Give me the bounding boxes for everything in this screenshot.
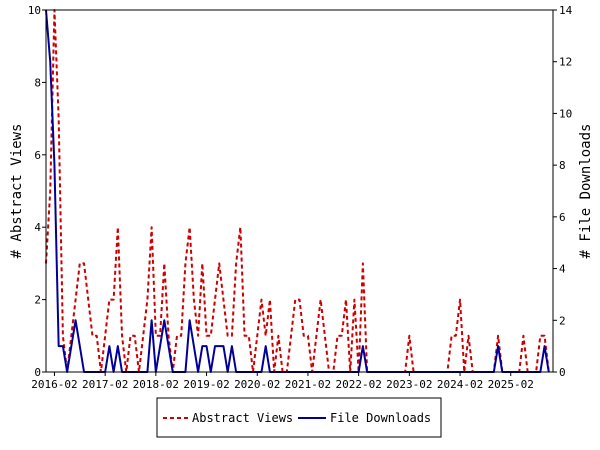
right-axis-tick-label: 2 <box>559 314 566 327</box>
x-axis-tick-label: 2020-02 <box>234 378 280 391</box>
x-axis-tick-label: 2017-02 <box>82 378 128 391</box>
right-axis-title: # File Downloads <box>578 124 594 259</box>
plot-marks <box>45 9 550 373</box>
left-axis-tick-label: 6 <box>34 149 41 162</box>
plot-frame <box>45 9 554 373</box>
legend-label-abstract-views: Abstract Views <box>192 411 293 425</box>
legend: Abstract Views File Downloads <box>156 397 442 438</box>
x-axis-tick-label: 2023-02 <box>386 378 432 391</box>
x-axis-tick-label: 2025-02 <box>488 378 534 391</box>
x-axis-tick-label: 2019-02 <box>183 378 229 391</box>
x-axis-tick-label: 2016-02 <box>31 378 77 391</box>
legend-label-file-downloads: File Downloads <box>330 411 431 425</box>
left-axis-tick-label: 8 <box>34 76 41 89</box>
right-axis-tick-label: 10 <box>559 107 572 120</box>
x-axis-tick-label: 2021-02 <box>285 378 331 391</box>
series-line-abstract-views <box>45 9 550 373</box>
right-axis-tick-label: 12 <box>559 56 572 69</box>
right-axis-tick-label: 6 <box>559 211 566 224</box>
left-axis-tick-label: 0 <box>34 366 41 379</box>
right-axis-tick-label: 8 <box>559 159 566 172</box>
x-axis-tick-label: 2018-02 <box>133 378 179 391</box>
right-axis-tick-label: 4 <box>559 263 566 276</box>
left-axis-tick-label: 2 <box>34 294 41 307</box>
right-axis-tick-label: 0 <box>559 366 566 379</box>
left-axis-tick-label: 4 <box>34 221 41 234</box>
left-axis-tick-label: 10 <box>28 4 41 17</box>
series-line-file-downloads <box>45 9 550 373</box>
x-axis-tick-label: 2024-02 <box>437 378 483 391</box>
axes: 0 2 4 6 8 10 0 2 4 6 8 10 12 14 2016-02 2017-02 2018-02 2… <box>28 4 573 391</box>
left-axis-title: # Abstract Views <box>9 124 25 259</box>
right-axis-tick-label: 14 <box>559 4 573 17</box>
x-axis-tick-label: 2022-02 <box>335 378 381 391</box>
